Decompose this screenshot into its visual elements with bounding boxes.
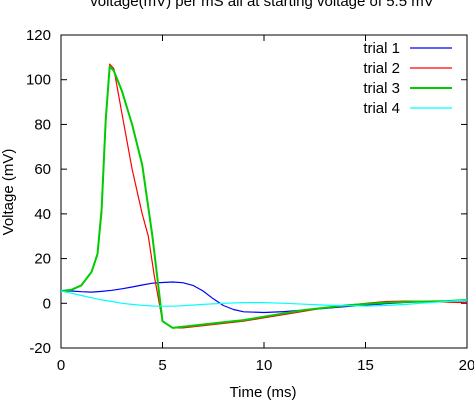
legend-label: trial 2 — [363, 60, 400, 77]
y-tick-label: -20 — [29, 340, 51, 357]
y-tick-label: 20 — [34, 251, 51, 268]
chart-title: voltage(mV) per mS all at starting volta… — [90, 0, 433, 10]
y-tick-label: 60 — [34, 161, 51, 178]
x-tick-label: 5 — [158, 357, 166, 374]
x-tick-label: 0 — [57, 357, 65, 374]
y-axis-title: Voltage (mV) — [0, 149, 17, 236]
series-line-1 — [61, 281, 468, 314]
legend-label: trial 3 — [363, 80, 400, 97]
x-axis-title: Time (ms) — [230, 384, 297, 401]
legend-label: trial 4 — [363, 100, 400, 117]
y-tick-label: 120 — [26, 27, 51, 44]
y-tick-label: 80 — [34, 116, 51, 133]
x-tick-label: 15 — [357, 357, 374, 374]
y-tick-label: 0 — [43, 295, 51, 312]
series-line-3 — [60, 65, 468, 329]
series-line-4 — [60, 290, 468, 307]
x-tick-label: 20 — [459, 357, 474, 374]
legend: trial 1 trial 2 trial 3 trial 4 — [363, 40, 452, 117]
y-tick-label: 100 — [26, 72, 51, 89]
legend-label: trial 1 — [363, 40, 400, 57]
y-tick-label: 40 — [34, 206, 51, 223]
x-tick-label: 10 — [256, 357, 273, 374]
